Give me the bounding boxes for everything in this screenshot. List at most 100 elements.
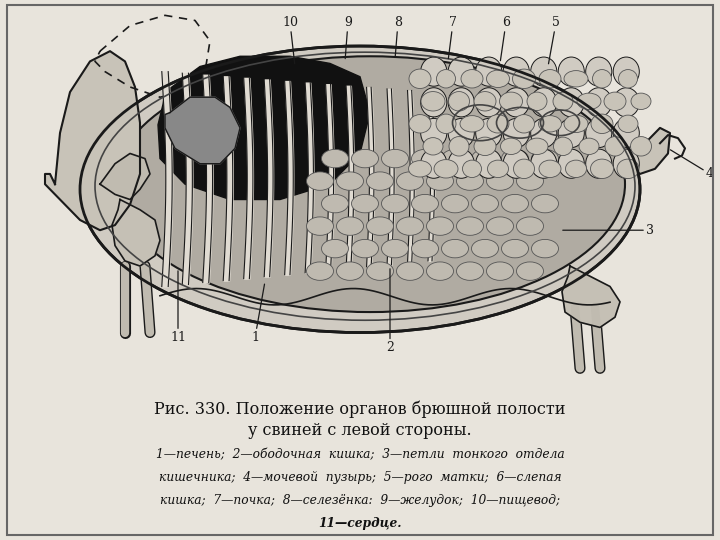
Ellipse shape: [487, 160, 508, 178]
Text: 5: 5: [549, 16, 560, 64]
Ellipse shape: [115, 56, 625, 312]
Ellipse shape: [591, 114, 613, 133]
Ellipse shape: [613, 87, 639, 117]
Ellipse shape: [397, 172, 423, 190]
Ellipse shape: [487, 262, 513, 280]
Ellipse shape: [487, 172, 513, 190]
Ellipse shape: [472, 150, 498, 168]
Ellipse shape: [476, 87, 502, 117]
Ellipse shape: [476, 57, 502, 86]
Ellipse shape: [322, 150, 348, 168]
Ellipse shape: [307, 217, 333, 235]
Ellipse shape: [412, 150, 438, 168]
Ellipse shape: [420, 149, 447, 178]
Ellipse shape: [448, 57, 474, 86]
Ellipse shape: [539, 70, 561, 88]
Ellipse shape: [322, 239, 348, 258]
Text: 1: 1: [251, 284, 264, 344]
Ellipse shape: [558, 87, 585, 117]
Ellipse shape: [351, 239, 379, 258]
Ellipse shape: [409, 114, 431, 133]
Ellipse shape: [409, 69, 431, 89]
Text: 3: 3: [563, 224, 654, 237]
Ellipse shape: [531, 149, 557, 178]
Ellipse shape: [503, 57, 529, 86]
Ellipse shape: [503, 87, 529, 117]
Ellipse shape: [366, 217, 394, 235]
Ellipse shape: [631, 137, 652, 156]
Text: 2: 2: [386, 269, 394, 354]
Ellipse shape: [448, 87, 474, 117]
Ellipse shape: [502, 194, 528, 213]
Ellipse shape: [526, 138, 548, 154]
Ellipse shape: [448, 118, 474, 147]
Ellipse shape: [80, 46, 640, 333]
Ellipse shape: [487, 217, 513, 235]
Ellipse shape: [436, 114, 456, 133]
Ellipse shape: [449, 137, 469, 156]
Ellipse shape: [426, 217, 454, 235]
Ellipse shape: [502, 239, 528, 258]
Ellipse shape: [605, 137, 625, 156]
Ellipse shape: [426, 262, 454, 280]
Ellipse shape: [558, 57, 585, 86]
Ellipse shape: [336, 172, 364, 190]
Ellipse shape: [487, 70, 510, 87]
Text: Рис. 330. Положение органов брюшной полости: Рис. 330. Положение органов брюшной поло…: [154, 400, 566, 418]
Ellipse shape: [618, 70, 637, 88]
Ellipse shape: [472, 239, 498, 258]
Ellipse shape: [441, 194, 469, 213]
Ellipse shape: [613, 118, 639, 147]
Ellipse shape: [531, 150, 559, 168]
Text: 7: 7: [449, 16, 457, 59]
Ellipse shape: [462, 160, 482, 178]
Ellipse shape: [531, 239, 559, 258]
Ellipse shape: [474, 137, 496, 156]
Ellipse shape: [426, 172, 454, 190]
Ellipse shape: [500, 138, 521, 154]
Ellipse shape: [382, 194, 408, 213]
Ellipse shape: [516, 217, 544, 235]
Ellipse shape: [564, 115, 588, 132]
Ellipse shape: [631, 93, 651, 110]
Text: 11—сердце.: 11—сердце.: [318, 517, 402, 530]
Ellipse shape: [420, 57, 447, 86]
Ellipse shape: [539, 116, 562, 132]
Ellipse shape: [513, 114, 534, 133]
Ellipse shape: [585, 118, 612, 147]
Ellipse shape: [456, 217, 484, 235]
Polygon shape: [45, 51, 140, 230]
Ellipse shape: [460, 116, 484, 132]
Ellipse shape: [516, 172, 544, 190]
Ellipse shape: [502, 150, 528, 168]
Ellipse shape: [527, 92, 547, 111]
Ellipse shape: [307, 262, 333, 280]
Ellipse shape: [613, 57, 639, 86]
Ellipse shape: [307, 172, 333, 190]
Ellipse shape: [531, 87, 557, 117]
Ellipse shape: [554, 137, 572, 156]
Ellipse shape: [604, 92, 626, 111]
Text: 4: 4: [670, 150, 714, 180]
Ellipse shape: [382, 150, 408, 168]
Ellipse shape: [336, 217, 364, 235]
Ellipse shape: [436, 70, 456, 88]
Ellipse shape: [448, 149, 474, 178]
Text: 11: 11: [170, 271, 186, 344]
Ellipse shape: [412, 194, 438, 213]
Polygon shape: [625, 128, 670, 174]
Ellipse shape: [441, 150, 469, 168]
Ellipse shape: [577, 93, 601, 110]
Text: 6: 6: [500, 16, 510, 60]
Ellipse shape: [565, 160, 587, 178]
Ellipse shape: [420, 87, 447, 117]
Ellipse shape: [366, 172, 394, 190]
Ellipse shape: [366, 262, 394, 280]
Ellipse shape: [408, 160, 431, 177]
Ellipse shape: [503, 118, 529, 147]
Ellipse shape: [434, 160, 458, 178]
Ellipse shape: [513, 69, 536, 89]
Ellipse shape: [590, 159, 613, 179]
Text: 1—печень;  2—ободочная  кишка;  3—петли  тонкого  отдела: 1—печень; 2—ободочная кишка; 3—петли тон…: [156, 448, 564, 461]
Ellipse shape: [593, 70, 611, 88]
